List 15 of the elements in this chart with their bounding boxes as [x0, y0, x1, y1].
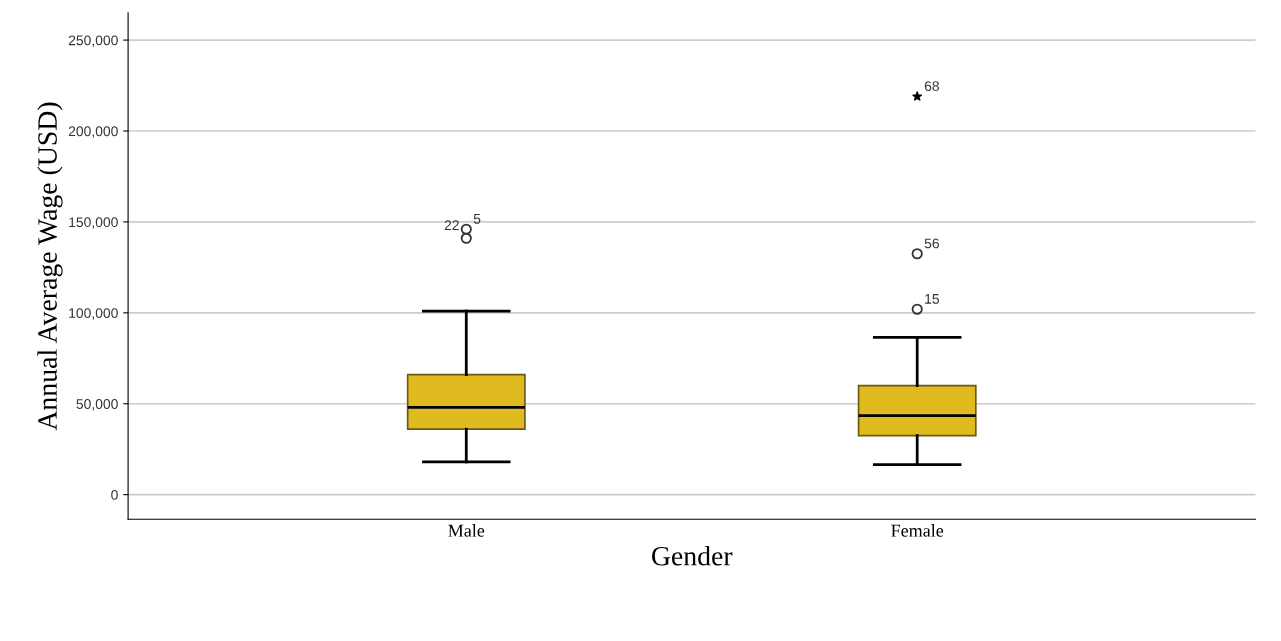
y-tick-label: 100,000 [69, 308, 118, 320]
y-tick-label: 50,000 [76, 399, 118, 411]
x-tick-label: Male [448, 524, 485, 537]
annotation: 5 [473, 214, 481, 224]
y-tick-label: 200,000 [68, 126, 118, 138]
y-tick-label: 150,000 [69, 217, 118, 229]
y-tick-label: 0 [111, 490, 118, 500]
x-tick-label: Female [891, 524, 944, 537]
x-axis-title: Gender [652, 546, 733, 566]
y-tick-label: 250,000 [68, 35, 118, 47]
annotation: 68 [924, 81, 939, 92]
annotation: 56 [924, 238, 939, 249]
annotation: 15 [925, 294, 940, 304]
annotation: 22 [444, 220, 459, 230]
y-axis-title: Annual Average Wage (USD) [37, 102, 63, 431]
